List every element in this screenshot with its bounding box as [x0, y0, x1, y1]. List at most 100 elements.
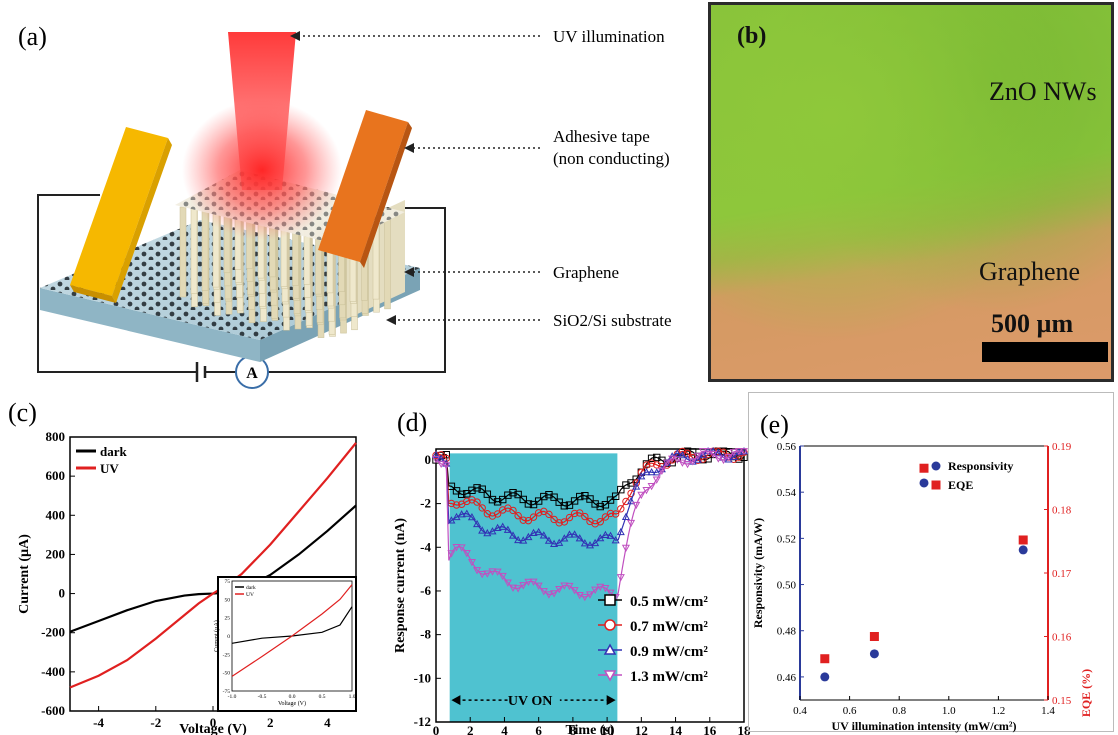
data-point [606, 531, 615, 539]
data-point [550, 590, 559, 598]
legend-label: 0.7 mW/cm² [630, 619, 708, 635]
data-point [514, 490, 522, 499]
inset-y-tick-label: -50 [223, 671, 231, 677]
data-point [591, 538, 600, 547]
data-point [688, 458, 697, 466]
data-point [576, 509, 584, 517]
legend-marker [603, 670, 617, 682]
data-point [652, 476, 661, 484]
inset-y-axis-label: Current (µA) [213, 620, 220, 652]
data-point [463, 497, 471, 506]
data-point [576, 492, 584, 501]
x-tick-label: 4 [501, 723, 508, 735]
data-point [698, 448, 707, 456]
data-point [488, 527, 497, 535]
x-tick-label: 0 [433, 723, 440, 735]
plot-frame [435, 448, 745, 723]
graphene-region-label: Graphene [979, 257, 1081, 286]
inset-y-tick-label: -75 [223, 689, 231, 695]
data-point [540, 492, 548, 501]
panel-a-label: (a) [18, 22, 47, 51]
data-point [627, 496, 636, 505]
data-point [560, 534, 569, 542]
y-tick-label: 0.50 [777, 580, 797, 592]
data-point [565, 530, 574, 538]
data-point-responsivity [919, 478, 929, 488]
y2-tick-label: 0.15 [1052, 695, 1072, 707]
data-point [601, 530, 610, 539]
data-point [534, 582, 543, 590]
legend-label: UV [100, 461, 119, 476]
data-point [555, 519, 563, 527]
circuit-wire [37, 194, 188, 373]
legend-label: dark [100, 444, 128, 459]
x-tick-label: 10 [601, 723, 614, 735]
x-tick-label: 8 [570, 723, 577, 735]
legend-label: Responsivity [948, 459, 1013, 473]
data-point [581, 491, 589, 500]
data-point [509, 506, 517, 515]
data-point [550, 539, 559, 547]
ammeter-label: A [246, 365, 258, 382]
data-point [514, 535, 523, 544]
data-point [529, 578, 538, 586]
data-point [499, 506, 507, 514]
panel-e-label: (e) [760, 410, 789, 439]
data-point [493, 523, 502, 532]
data-point [591, 520, 599, 528]
data-point [524, 578, 533, 587]
data-point [550, 515, 558, 524]
data-point [478, 526, 487, 534]
data-point [647, 459, 656, 467]
annotation-arrows [296, 35, 540, 321]
data-point-responsivity [820, 672, 830, 682]
data-point [585, 591, 595, 599]
data-point [591, 586, 600, 594]
legend-marker [604, 619, 616, 631]
data-point [452, 487, 461, 495]
data-point [601, 513, 610, 521]
uv-illumination-label: UV illumination [553, 27, 665, 46]
y-tick-label: -200 [41, 625, 65, 640]
panel-e-frame [748, 392, 1114, 732]
data-point [488, 495, 497, 504]
data-point [524, 500, 533, 508]
data-point [457, 510, 466, 518]
right-electrode [318, 110, 408, 262]
data-point [483, 490, 492, 498]
data-point [729, 452, 738, 461]
data-point [437, 460, 446, 469]
data-point [468, 486, 476, 495]
data-point [606, 509, 615, 518]
y-tick-label: 0.52 [777, 533, 796, 545]
series-line-uv [69, 442, 357, 689]
y-axis-label: Current (µA) [17, 534, 32, 614]
data-point [637, 491, 646, 500]
legend-marker [931, 480, 941, 490]
data-point [488, 568, 497, 576]
uv-glow [182, 100, 342, 240]
data-point [585, 541, 595, 549]
data-point [514, 512, 522, 520]
data-point [534, 497, 543, 505]
data-point [462, 509, 471, 517]
inset-frame [217, 576, 357, 712]
data-point [483, 570, 492, 578]
x-axis-label: Time (s) [565, 723, 614, 735]
data-point [724, 453, 733, 462]
scale-bar [982, 342, 1108, 362]
data-point [457, 490, 466, 498]
data-point [698, 450, 707, 458]
data-point [693, 455, 702, 463]
data-point [519, 516, 527, 524]
circuit-wire [268, 207, 446, 373]
legend-marker [604, 594, 616, 606]
y-tick-label: 0.54 [777, 487, 797, 499]
data-point [508, 584, 518, 592]
scalebar-label: 500 µm [991, 309, 1074, 338]
data-point [550, 493, 558, 501]
legend-label: EQE [948, 478, 973, 492]
data-point [447, 550, 456, 558]
data-point [611, 510, 620, 518]
x-tick-label: 0.6 [843, 705, 857, 717]
